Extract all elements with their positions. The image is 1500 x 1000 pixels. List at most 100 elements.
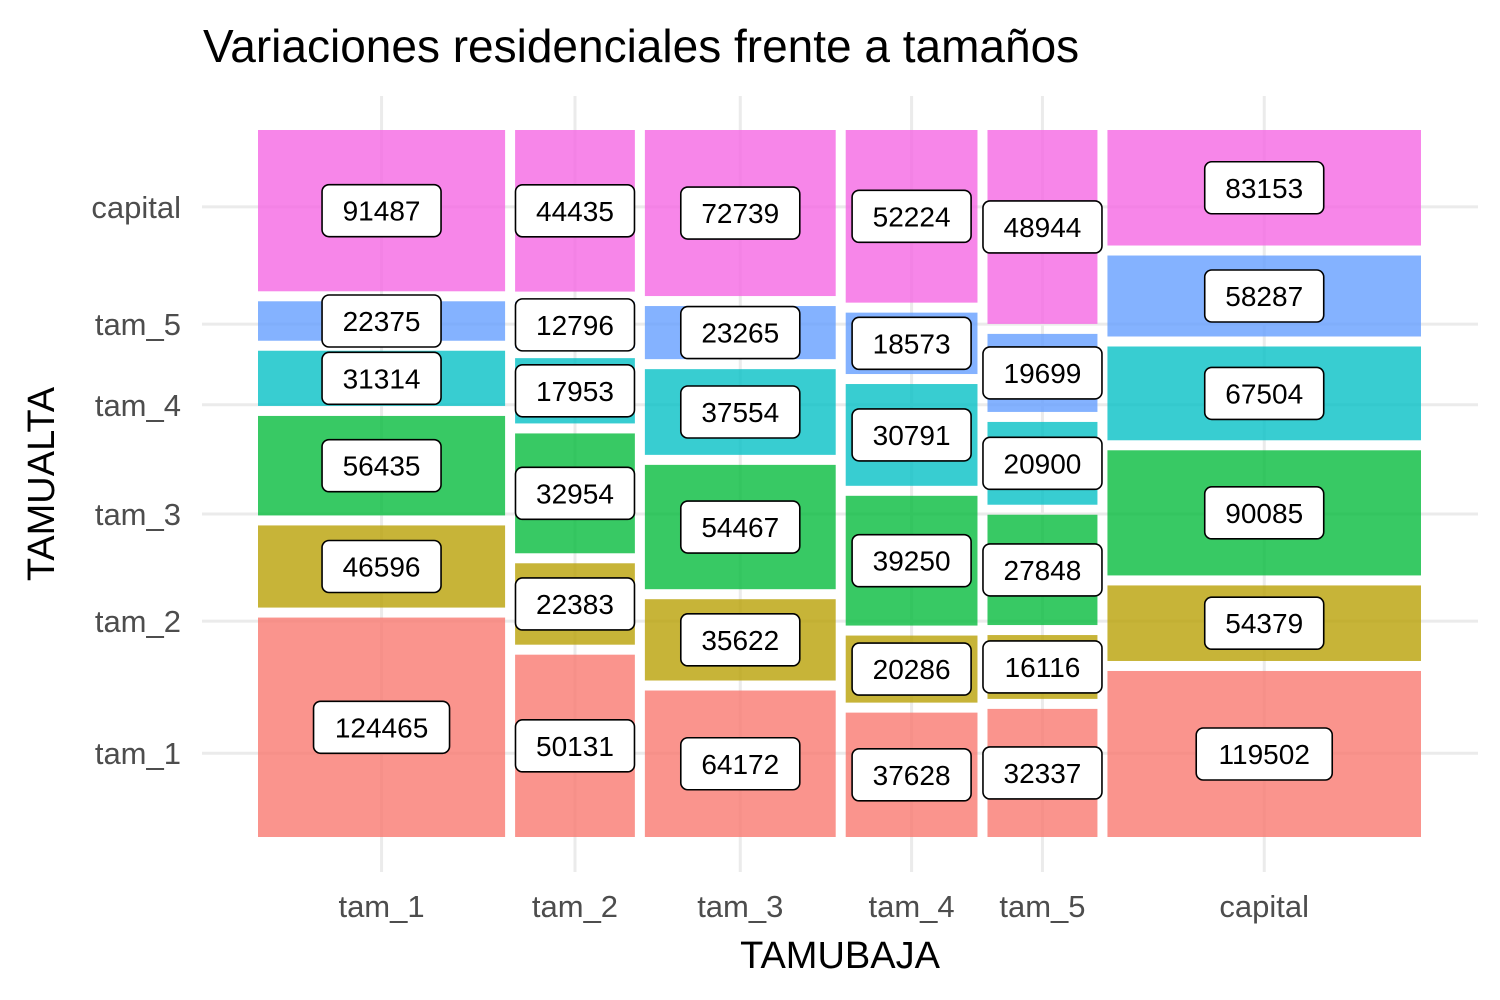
data-label-box — [851, 316, 972, 371]
data-label-box — [982, 200, 1103, 254]
y-tick-label-tam_2: tam_2 — [95, 604, 181, 639]
data-label-box — [851, 533, 972, 588]
data-label-text: 30791 — [873, 420, 951, 451]
data-label-text: 64172 — [701, 749, 779, 780]
data-label-box — [679, 500, 801, 554]
chart-title: Variaciones residenciales frente a tamañ… — [203, 20, 1079, 72]
data-label-tam_5-tam_1: 32337 — [982, 746, 1103, 800]
data-label-box — [312, 700, 451, 755]
data-label-box — [514, 466, 636, 521]
data-label-tam_2-capital: 44435 — [514, 184, 636, 238]
data-label-text: 20900 — [1004, 448, 1082, 479]
data-label-text: 90085 — [1225, 498, 1303, 529]
data-label-box — [321, 183, 442, 238]
y-tick-label-capital: capital — [91, 190, 181, 225]
data-label-box — [1203, 269, 1325, 323]
data-label-text: 35622 — [701, 625, 779, 656]
y-tick-label-tam_5: tam_5 — [95, 307, 181, 342]
data-label-box — [1203, 366, 1325, 421]
data-label-text: 48944 — [1004, 212, 1082, 243]
data-label-text: 32954 — [536, 478, 614, 509]
data-label-text: 20286 — [873, 654, 951, 685]
x-tick-label-tam_5: tam_5 — [999, 889, 1085, 924]
data-label-box — [982, 640, 1103, 694]
data-label-tam_3-tam_2: 35622 — [679, 613, 801, 667]
data-label-text: 50131 — [536, 731, 614, 762]
data-label-tam_1-tam_1: 124465 — [312, 700, 451, 755]
data-label-box — [514, 719, 636, 773]
data-label-box — [851, 642, 972, 696]
data-label-box — [321, 351, 442, 406]
data-label-tam_3-tam_1: 64172 — [679, 736, 801, 791]
data-label-text: 46596 — [343, 552, 421, 583]
data-label-box — [982, 346, 1103, 400]
data-label-text: 19699 — [1004, 358, 1082, 389]
data-label-box — [679, 385, 801, 439]
data-label-box — [679, 736, 801, 791]
data-label-text: 23265 — [701, 318, 779, 349]
data-label-text: 22375 — [343, 306, 421, 337]
data-label-tam_5-tam_5: 19699 — [982, 346, 1103, 400]
data-label-text: 16116 — [1005, 652, 1081, 683]
data-label-text: 37554 — [701, 397, 779, 428]
data-label-capital-capital: 83153 — [1203, 160, 1325, 215]
data-label-text: 91487 — [343, 196, 421, 227]
data-label-box — [982, 543, 1103, 597]
data-label-box — [1195, 727, 1334, 781]
x-axis-title: TAMUBAJA — [740, 935, 941, 977]
data-label-tam_3-tam_5: 23265 — [679, 305, 801, 360]
data-label-capital-tam_2: 54379 — [1203, 596, 1325, 651]
data-label-tam_4-capital: 52224 — [851, 189, 972, 244]
data-label-tam_1-tam_4: 31314 — [321, 351, 442, 406]
data-label-box — [514, 577, 636, 631]
data-label-text: 83153 — [1225, 173, 1303, 204]
data-label-box — [321, 294, 442, 348]
data-label-text: 67504 — [1225, 378, 1303, 409]
data-label-text: 124465 — [335, 712, 428, 743]
data-label-tam_5-tam_2: 16116 — [982, 640, 1103, 694]
y-tick-label-tam_1: tam_1 — [95, 736, 181, 771]
y-tick-label-tam_3: tam_3 — [95, 497, 181, 532]
data-label-box — [679, 613, 801, 667]
data-label-tam_4-tam_2: 20286 — [851, 642, 972, 696]
data-label-text: 39250 — [873, 546, 951, 577]
data-label-box — [321, 438, 442, 493]
data-label-tam_1-capital: 91487 — [321, 183, 442, 238]
data-label-box — [851, 748, 972, 802]
data-label-box — [851, 189, 972, 244]
data-label-tam_2-tam_3: 32954 — [514, 466, 636, 521]
data-label-tam_2-tam_4: 17953 — [514, 363, 636, 418]
data-label-box — [514, 184, 636, 238]
data-label-tam_2-tam_5: 12796 — [514, 298, 636, 352]
data-label-tam_4-tam_5: 18573 — [851, 316, 972, 371]
data-label-tam_1-tam_3: 56435 — [321, 438, 442, 493]
data-label-text: 12796 — [536, 310, 614, 341]
data-label-tam_2-tam_2: 22383 — [514, 577, 636, 631]
data-label-box — [679, 186, 801, 240]
data-label-text: 27848 — [1004, 555, 1082, 586]
data-label-box — [1203, 160, 1325, 215]
data-label-text: 17953 — [536, 376, 614, 407]
data-label-tam_3-tam_3: 54467 — [679, 500, 801, 554]
data-label-text: 56435 — [343, 451, 421, 482]
data-label-capital-tam_1: 119502 — [1195, 727, 1334, 781]
y-tick-label-tam_4: tam_4 — [95, 388, 181, 423]
x-tick-label-tam_1: tam_1 — [338, 889, 424, 924]
data-label-capital-tam_5: 58287 — [1203, 269, 1325, 323]
data-label-text: 32337 — [1004, 758, 1082, 789]
data-label-text: 31314 — [343, 363, 421, 394]
data-labels-layer: 124465 46596 56435 31314 22375 91487 50131 2238… — [312, 160, 1334, 802]
x-tick-label-tam_2: tam_2 — [532, 889, 618, 924]
data-label-tam_4-tam_4: 30791 — [851, 408, 972, 462]
x-tick-label-tam_4: tam_4 — [869, 889, 955, 924]
data-label-tam_5-capital: 48944 — [982, 200, 1103, 254]
tick-labels-layer: tam_1 tam_2 tam_3 tam_4 tam_5 capitaltam_1tam… — [91, 190, 1309, 924]
data-label-box — [514, 363, 636, 418]
data-label-text: 119502 — [1219, 739, 1310, 770]
data-label-text: 54379 — [1225, 608, 1303, 639]
data-label-capital-tam_3: 90085 — [1203, 486, 1325, 540]
y-axis-title: TAMUALTA — [21, 386, 63, 581]
data-label-box — [982, 746, 1103, 800]
